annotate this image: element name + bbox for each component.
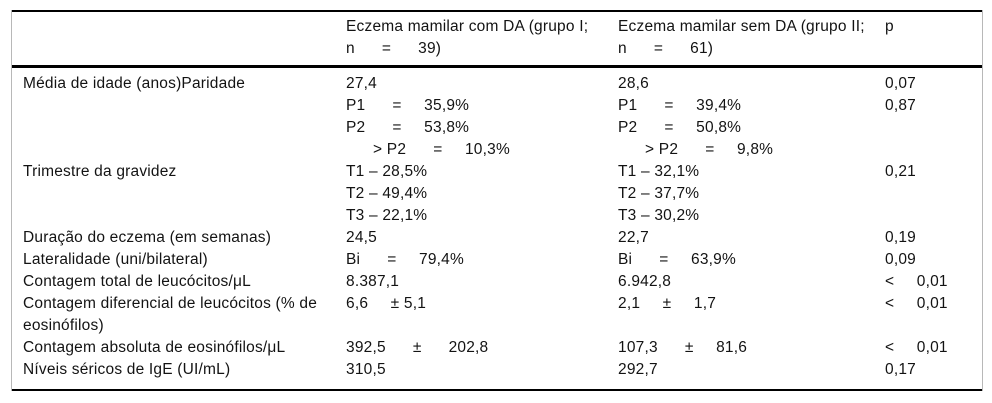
value-line: P2 = 53,8% xyxy=(346,119,470,136)
p-cell: 0,09 xyxy=(885,249,982,271)
row-label-cell: Contagem diferencial de leucócitos (% de… xyxy=(12,293,346,337)
header-p-label: p xyxy=(885,18,894,35)
value-line: T3 – 22,1% xyxy=(346,207,428,224)
p-value: < 0,01 xyxy=(885,339,948,356)
group1-cell: 27,4 P1 = 35,9% P2 = 53,8% > P2 = 10,3% xyxy=(346,67,618,162)
p-value: 0,07 xyxy=(885,75,916,92)
group2-cell: 22,7 xyxy=(618,227,885,249)
value-line: Bi = 79,4% xyxy=(346,251,464,268)
header-col-group1: Eczema mamilar com DA (grupo I; n = 39) xyxy=(346,11,618,68)
value-line: > P2 = 10,3% xyxy=(346,141,510,158)
header-group2-line1: Eczema mamilar sem DA (grupo II; xyxy=(618,18,865,35)
header-col-group2: Eczema mamilar sem DA (grupo II; n = 61) xyxy=(618,11,885,68)
results-table: Eczema mamilar com DA (grupo I; n = 39) … xyxy=(12,10,982,391)
table-row-duracao-eczema: Duração do eczema (em semanas) 24,5 22,7… xyxy=(12,227,982,249)
row-label-cell: Duração do eczema (em semanas) xyxy=(12,227,346,249)
value-line: 24,5 xyxy=(346,229,377,246)
value-line: 28,6 xyxy=(618,75,649,92)
value-line: 8.387,1 xyxy=(346,273,400,290)
p-cell: 0,17 xyxy=(885,359,982,390)
p-value: 0,17 xyxy=(885,361,916,378)
row-label-cell: Contagem total de leucócitos/μL xyxy=(12,271,346,293)
p-cell: 0,21 xyxy=(885,161,982,227)
value-line: T3 – 30,2% xyxy=(618,207,700,224)
header-group1-line1: Eczema mamilar com DA (grupo I; xyxy=(346,18,589,35)
table-row-trimestre: Trimestre da gravidez T1 – 28,5% T2 – 49… xyxy=(12,161,982,227)
table-row-media-idade-paridade: Média de idade (anos)Paridade 27,4 P1 = … xyxy=(12,67,982,162)
group2-cell: 28,6 P1 = 39,4% P2 = 50,8% > P2 = 9,8% xyxy=(618,67,885,162)
value-line: 310,5 xyxy=(346,361,386,378)
table-row-lateralidade: Lateralidade (uni/bilateral) Bi = 79,4% … xyxy=(12,249,982,271)
group2-cell: 107,3 ± 81,6 xyxy=(618,337,885,359)
row-label: Duração do eczema (em semanas) xyxy=(23,229,272,246)
row-label-cell: Trimestre da gravidez xyxy=(12,161,346,227)
table-body: Média de idade (anos)Paridade 27,4 P1 = … xyxy=(12,67,982,391)
table-row-eosinofilos-absoluta: Contagem absoluta de eosinófilos/μL 392,… xyxy=(12,337,982,359)
value-line: T1 – 28,5% xyxy=(346,163,428,180)
header-group1-line2: n = 39) xyxy=(346,40,442,57)
p-value: 0,87 xyxy=(885,97,916,114)
value-line: T2 – 49,4% xyxy=(346,185,428,202)
p-cell: 0,19 xyxy=(885,227,982,249)
row-label-cell: Lateralidade (uni/bilateral) xyxy=(12,249,346,271)
header-row: Eczema mamilar com DA (grupo I; n = 39) … xyxy=(12,11,982,68)
value-line: Bi = 63,9% xyxy=(618,251,736,268)
group1-cell: Bi = 79,4% xyxy=(346,249,618,271)
group2-cell: 2,1 ± 1,7 xyxy=(618,293,885,337)
results-table-container: Eczema mamilar com DA (grupo I; n = 39) … xyxy=(11,10,983,391)
table-row-ige: Níveis séricos de IgE (UI/mL) 310,5 292,… xyxy=(12,359,982,390)
row-label: Contagem total de leucócitos/μL xyxy=(23,273,251,290)
value-line: 107,3 ± 81,6 xyxy=(618,339,748,356)
group1-cell: T1 – 28,5% T2 – 49,4% T3 – 22,1% xyxy=(346,161,618,227)
header-col-parameter xyxy=(12,11,346,68)
group2-cell: Bi = 63,9% xyxy=(618,249,885,271)
table-row-leucocitos-total: Contagem total de leucócitos/μL 8.387,1 … xyxy=(12,271,982,293)
group1-cell: 392,5 ± 202,8 xyxy=(346,337,618,359)
row-label: Níveis séricos de IgE (UI/mL) xyxy=(23,361,231,378)
value-line: 27,4 xyxy=(346,75,377,92)
table-header: Eczema mamilar com DA (grupo I; n = 39) … xyxy=(12,11,982,68)
group2-cell: 6.942,8 xyxy=(618,271,885,293)
group2-cell: 292,7 xyxy=(618,359,885,390)
value-line: 2,1 ± 1,7 xyxy=(618,295,717,312)
value-line: P2 = 50,8% xyxy=(618,119,742,136)
p-cell: < 0,01 xyxy=(885,293,982,337)
row-label: Média de idade (anos)Paridade xyxy=(23,75,246,92)
group1-cell: 6,6 ± 5,1 xyxy=(346,293,618,337)
row-label: Lateralidade (uni/bilateral) xyxy=(23,251,208,268)
row-label: Contagem diferencial de leucócitos (% de… xyxy=(23,295,322,334)
value-line: T1 – 32,1% xyxy=(618,163,700,180)
row-label-cell: Contagem absoluta de eosinófilos/μL xyxy=(12,337,346,359)
row-label-cell: Níveis séricos de IgE (UI/mL) xyxy=(12,359,346,390)
group2-cell: T1 – 32,1% T2 – 37,7% T3 – 30,2% xyxy=(618,161,885,227)
value-line: P1 = 35,9% xyxy=(346,97,470,114)
value-line: P1 = 39,4% xyxy=(618,97,742,114)
p-value: < 0,01 xyxy=(885,295,948,312)
header-col-p: p xyxy=(885,11,982,68)
p-value: 0,21 xyxy=(885,163,916,180)
group1-cell: 310,5 xyxy=(346,359,618,390)
p-cell: < 0,01 xyxy=(885,271,982,293)
p-cell: 0,07 0,87 xyxy=(885,67,982,162)
value-line: 292,7 xyxy=(618,361,658,378)
value-line: T2 – 37,7% xyxy=(618,185,700,202)
value-line: 6.942,8 xyxy=(618,273,672,290)
row-label-cell: Média de idade (anos)Paridade xyxy=(12,67,346,162)
value-line: 22,7 xyxy=(618,229,649,246)
row-label: Contagem absoluta de eosinófilos/μL xyxy=(23,339,286,356)
value-line: > P2 = 9,8% xyxy=(618,141,774,158)
group1-cell: 8.387,1 xyxy=(346,271,618,293)
header-group2-line2: n = 61) xyxy=(618,40,714,57)
value-line: 6,6 ± 5,1 xyxy=(346,295,427,312)
group1-cell: 24,5 xyxy=(346,227,618,249)
table-row-leucocitos-diferencial: Contagem diferencial de leucócitos (% de… xyxy=(12,293,982,337)
p-value: 0,19 xyxy=(885,229,916,246)
p-value: 0,09 xyxy=(885,251,916,268)
p-value: < 0,01 xyxy=(885,273,948,290)
row-label: Trimestre da gravidez xyxy=(23,163,177,180)
p-cell: < 0,01 xyxy=(885,337,982,359)
value-line: 392,5 ± 202,8 xyxy=(346,339,489,356)
